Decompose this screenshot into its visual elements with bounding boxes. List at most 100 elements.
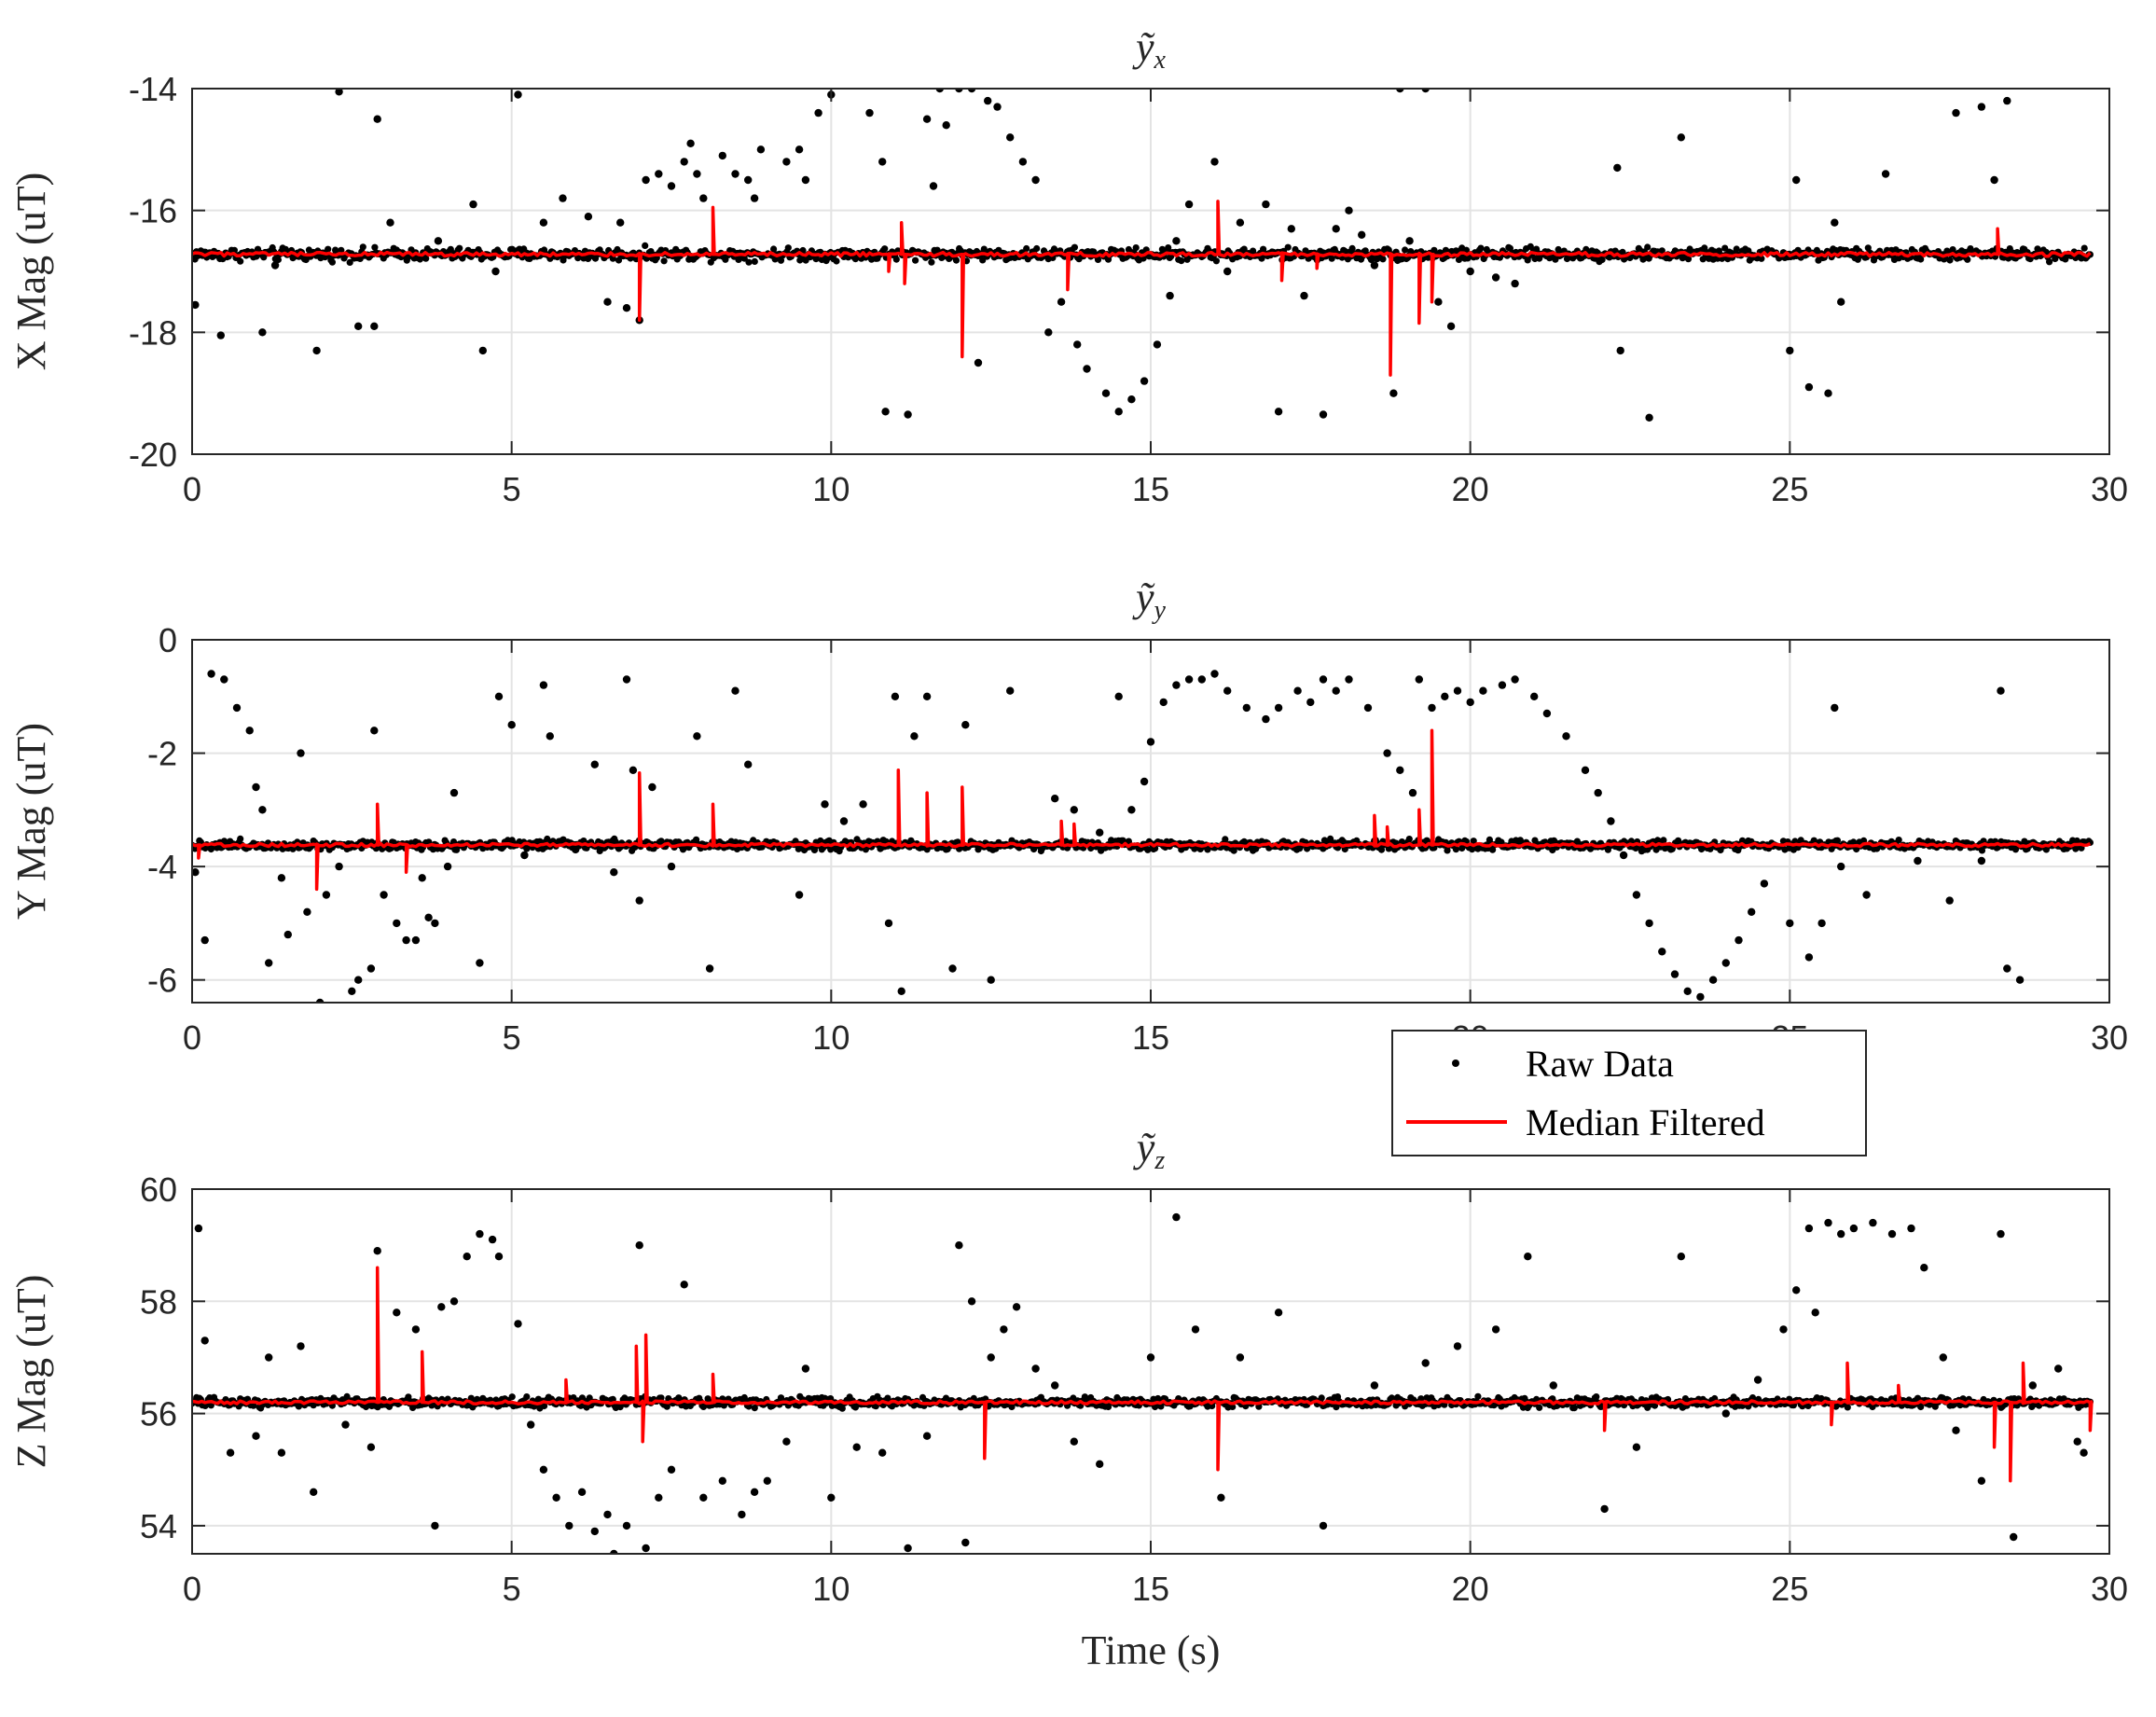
raw-point — [449, 788, 459, 797]
raw-point — [616, 218, 625, 227]
raw-point — [1408, 788, 1417, 797]
raw-point — [354, 322, 363, 330]
raw-point — [1006, 686, 1015, 695]
raw-point — [884, 919, 893, 928]
raw-point — [1945, 896, 1954, 905]
raw-point — [1127, 395, 1136, 404]
raw-point — [1132, 244, 1140, 252]
raw-point — [955, 89, 963, 93]
raw-point — [252, 1432, 260, 1440]
raw-point — [1370, 1381, 1379, 1390]
x-tick-label: 25 — [1771, 470, 1808, 508]
raw-point — [603, 1510, 612, 1519]
raw-point — [1721, 244, 1729, 252]
raw-point — [523, 1393, 531, 1401]
raw-point — [1306, 698, 1315, 707]
raw-point — [1977, 1476, 1986, 1486]
raw-point — [1452, 846, 1459, 853]
raw-point — [230, 246, 238, 254]
raw-point — [718, 1476, 726, 1486]
raw-point — [2080, 244, 2088, 252]
raw-point — [1593, 1393, 1600, 1401]
raw-point — [216, 331, 225, 339]
raw-point — [680, 158, 688, 166]
raw-point — [325, 245, 332, 253]
raw-point — [2054, 1364, 2063, 1373]
raw-point — [1094, 256, 1102, 263]
raw-point — [1402, 246, 1409, 254]
raw-point — [476, 1229, 484, 1239]
raw-point — [1542, 709, 1552, 718]
raw-point — [366, 964, 376, 973]
raw-point — [1914, 856, 1922, 865]
raw-point — [686, 139, 695, 147]
raw-point — [1645, 919, 1653, 928]
y-tick-label: 56 — [140, 1395, 177, 1433]
raw-point — [265, 959, 273, 967]
x-tick-label: 15 — [1132, 1570, 1169, 1608]
raw-point — [2073, 1437, 2081, 1446]
x-tick-label: 0 — [183, 1018, 201, 1057]
raw-point — [859, 800, 867, 809]
raw-point — [878, 1448, 887, 1457]
legend-filtered-label: Median Filtered — [1526, 1101, 1765, 1143]
raw-point — [282, 245, 289, 253]
raw-point — [922, 1432, 932, 1440]
y-tick-label: -4 — [147, 848, 177, 886]
raw-point — [795, 145, 804, 154]
raw-point — [948, 964, 957, 973]
raw-point — [1370, 261, 1379, 270]
raw-point — [1581, 766, 1590, 774]
raw-point — [1274, 703, 1283, 713]
raw-point — [1236, 1353, 1245, 1362]
raw-point — [577, 1488, 587, 1497]
raw-point — [1708, 976, 1718, 984]
x-tick-label: 0 — [183, 1570, 201, 1608]
raw-point — [1114, 408, 1123, 416]
raw-point — [1524, 1253, 1532, 1261]
raw-point — [680, 1281, 688, 1289]
raw-point — [312, 346, 321, 355]
x-tick-label: 20 — [1452, 1570, 1489, 1608]
raw-point — [1804, 953, 1814, 962]
raw-point — [1073, 340, 1082, 349]
raw-point — [1645, 413, 1653, 422]
raw-point — [750, 1488, 759, 1497]
raw-point — [1096, 828, 1104, 837]
raw-point — [1824, 1218, 1832, 1227]
raw-point — [1479, 686, 1487, 695]
raw-point — [1031, 175, 1040, 185]
raw-point — [987, 1353, 995, 1362]
raw-point — [1952, 1426, 1960, 1434]
raw-point — [1012, 1303, 1021, 1311]
raw-point — [839, 817, 849, 825]
x-tick-label: 10 — [812, 470, 850, 508]
raw-point — [418, 874, 426, 882]
raw-point — [371, 243, 379, 251]
raw-point — [655, 1493, 663, 1502]
raw-point — [1319, 1521, 1328, 1530]
raw-point — [942, 121, 950, 130]
raw-point — [283, 930, 292, 939]
raw-point — [1920, 1264, 1928, 1272]
raw-point — [237, 835, 244, 843]
raw-point — [373, 115, 381, 123]
raw-point — [782, 1437, 791, 1446]
raw-point — [1293, 686, 1302, 695]
raw-point — [693, 170, 701, 178]
raw-point — [443, 862, 452, 871]
raw-point — [1178, 257, 1185, 265]
raw-point — [642, 1544, 650, 1553]
data-layer-y — [192, 670, 2094, 1003]
data-layer-z — [192, 1212, 2094, 1554]
raw-point — [2011, 846, 2020, 853]
raw-point — [1477, 244, 1485, 252]
raw-point — [520, 851, 529, 860]
raw-point — [1844, 1404, 1851, 1411]
raw-point — [622, 304, 631, 312]
legend-raw-marker — [1452, 1059, 1459, 1067]
raw-point — [1632, 891, 1641, 899]
raw-point — [1511, 675, 1519, 684]
raw-point — [770, 245, 778, 253]
y-axis-label-x: X Mag (uT) — [8, 173, 54, 371]
